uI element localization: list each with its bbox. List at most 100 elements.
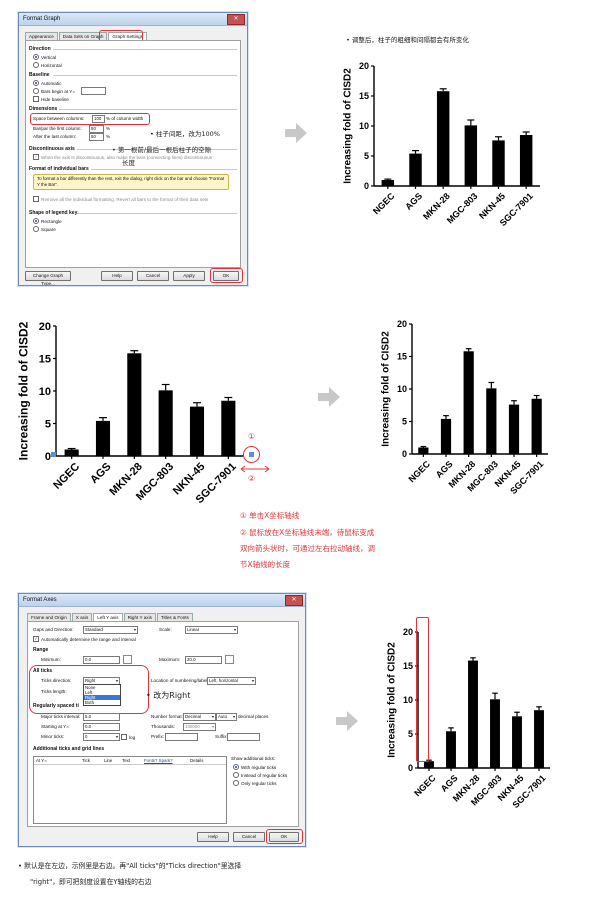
minimum-field[interactable]: 0.0 [83, 656, 120, 664]
x-tick-label: SGC-7901 [194, 461, 239, 506]
legend-key-header: Shape of legend key [29, 210, 78, 216]
first-column-field[interactable]: 50 [89, 125, 104, 133]
close-icon[interactable]: ✕ [227, 14, 245, 25]
baseline-value-field[interactable] [81, 87, 106, 95]
direction-horizontal[interactable]: Horizontal [33, 62, 62, 68]
x-tick-label: SGC-7901 [510, 773, 547, 810]
tab-frame-origin[interactable]: Frame and Origin [27, 613, 71, 621]
tab-appearance[interactable]: Appearance [25, 32, 58, 40]
scale-label: Scale: [159, 627, 172, 632]
auto-range-checkbox[interactable]: ✓ Automatically determine the range and i… [33, 636, 136, 642]
bar [519, 135, 533, 186]
x-tick-label: NKN-45 [171, 461, 208, 498]
ok-button[interactable]: OK [213, 271, 239, 281]
show-with-regular[interactable]: With regular ticks [233, 764, 276, 770]
last-column-label: After the last column: [33, 134, 77, 139]
help-button[interactable]: Help [101, 271, 133, 281]
x-tick-label: MGC-803 [465, 459, 500, 494]
y-tick-label: 0 [402, 449, 407, 459]
dropdown-option-both[interactable]: Both [85, 700, 95, 705]
y-tick-label: 20 [397, 319, 407, 329]
bar [490, 699, 500, 768]
thousands-select[interactable]: 100000 [183, 723, 216, 731]
baseline-begin[interactable]: Bars begin at Y= [33, 88, 75, 94]
remove-formatting-checkbox[interactable]: Remove all the individual formatting. Re… [33, 196, 208, 202]
y-tick-label: 5 [408, 729, 413, 739]
bar [424, 761, 434, 768]
change-graph-type-button[interactable]: Change Graph Type... [25, 271, 71, 285]
col-fonts: Fonts? Spark? [144, 758, 173, 763]
ok-button[interactable]: OK [269, 832, 299, 842]
bar [508, 404, 520, 454]
scale-select[interactable]: Linear [185, 626, 238, 634]
baseline-automatic[interactable]: Automatic [33, 80, 61, 86]
regular-ticks-header: Regularly spaced ti [33, 703, 79, 709]
starting-field[interactable]: 0.0 [83, 723, 120, 731]
prefix-label: Prefix: [151, 734, 165, 739]
highlight-space-between [30, 113, 150, 125]
dropdown-option-none[interactable]: None [85, 685, 96, 690]
tab-data-sets[interactable]: Data Sets on Graph [58, 32, 108, 40]
gaps-select[interactable]: Standard [83, 626, 138, 634]
col-at-y: At Y= [36, 758, 47, 763]
tab-titles-fonts[interactable]: Titles & Fonts [156, 613, 193, 621]
minimum-label: Minimum: [41, 657, 61, 662]
y-axis-title: Increasing fold of CISD2 [343, 68, 354, 184]
tab-x-axis[interactable]: X axis [71, 613, 93, 621]
last-column-field[interactable]: 50 [89, 133, 104, 141]
x-tick-label: MKN-28 [421, 191, 452, 222]
bar [446, 731, 456, 768]
tab-left-y-axis[interactable]: Left Y axis [93, 613, 123, 621]
prefix-field[interactable] [165, 733, 198, 741]
tab-right-y-axis[interactable]: Right Y axis [123, 613, 156, 621]
ticks-length-label: Ticks length: [41, 689, 67, 694]
maximum-field[interactable]: 20.0 [185, 656, 222, 664]
maximum-helper-icon[interactable] [225, 655, 234, 664]
dropdown-option-left[interactable]: Left [85, 690, 93, 695]
number-format-select[interactable]: Decimal [183, 713, 216, 721]
cancel-button[interactable]: Cancel [233, 832, 265, 842]
discontinuous-checkbox[interactable]: ✓ When the axis is discontinuous, also ma… [33, 154, 213, 160]
y-tick-label: 10 [397, 384, 407, 394]
number-format-label: Number format: [151, 714, 183, 719]
bar [189, 406, 205, 456]
hide-baseline-checkbox[interactable]: Hide baseline [33, 96, 69, 102]
help-button[interactable]: Help [197, 832, 229, 842]
dropdown-option-right[interactable]: Right [84, 695, 120, 700]
direction-vertical[interactable]: Vertical [33, 54, 56, 60]
y-tick-label: 5 [45, 418, 51, 430]
legend-rectangle[interactable]: Rectangle [33, 218, 62, 224]
decimal-auto-select[interactable]: Auto [216, 713, 237, 721]
log-checkbox[interactable]: log [121, 734, 135, 740]
show-additional-label: Show additional ticks: [231, 756, 276, 761]
close-icon[interactable]: ✕ [285, 595, 303, 606]
major-interval-field[interactable]: 5.0 [83, 713, 120, 721]
show-only-regular[interactable]: Only regular ticks [233, 780, 277, 786]
format-axes-title: Format Axes [23, 597, 57, 603]
suffix-field[interactable] [227, 733, 260, 741]
additional-ticks-table[interactable]: At Y= Tick Line Text Fonts? Spark? Detai… [33, 756, 227, 824]
minor-ticks-select[interactable]: 0 [83, 733, 120, 741]
maximum-label: Maximum: [159, 657, 181, 662]
legend-square[interactable]: Square [33, 226, 56, 232]
location-select[interactable]: Left, horizontal [207, 677, 256, 685]
bar [512, 716, 522, 768]
ticks-direction-dropdown[interactable]: None Left Right Both [83, 684, 121, 706]
bottom-note-2: "right"，即可把刻度设置在Y轴线的右边 [30, 878, 152, 886]
apply-button[interactable]: Apply [173, 271, 205, 281]
cancel-button[interactable]: Cancel [137, 271, 169, 281]
y-tick-label: 0 [408, 763, 413, 773]
show-instead-regular[interactable]: Instead of regular ticks [233, 772, 287, 778]
right-note: • 改为Right [146, 691, 191, 700]
axis-start-handle[interactable] [51, 452, 56, 457]
tab-graph-settings[interactable]: Graph Settings [108, 32, 148, 40]
y-tick-label: 10 [39, 386, 51, 398]
x-tick-label: MGC-803 [134, 461, 176, 503]
y-tick-label: 15 [403, 661, 413, 671]
space-between-field[interactable]: 100 [92, 115, 105, 123]
decimal-places-label: decimal places [238, 714, 269, 719]
bar [468, 660, 478, 768]
range-header: Range [33, 647, 49, 653]
bar [158, 390, 173, 456]
minimum-helper-icon[interactable] [123, 655, 132, 664]
